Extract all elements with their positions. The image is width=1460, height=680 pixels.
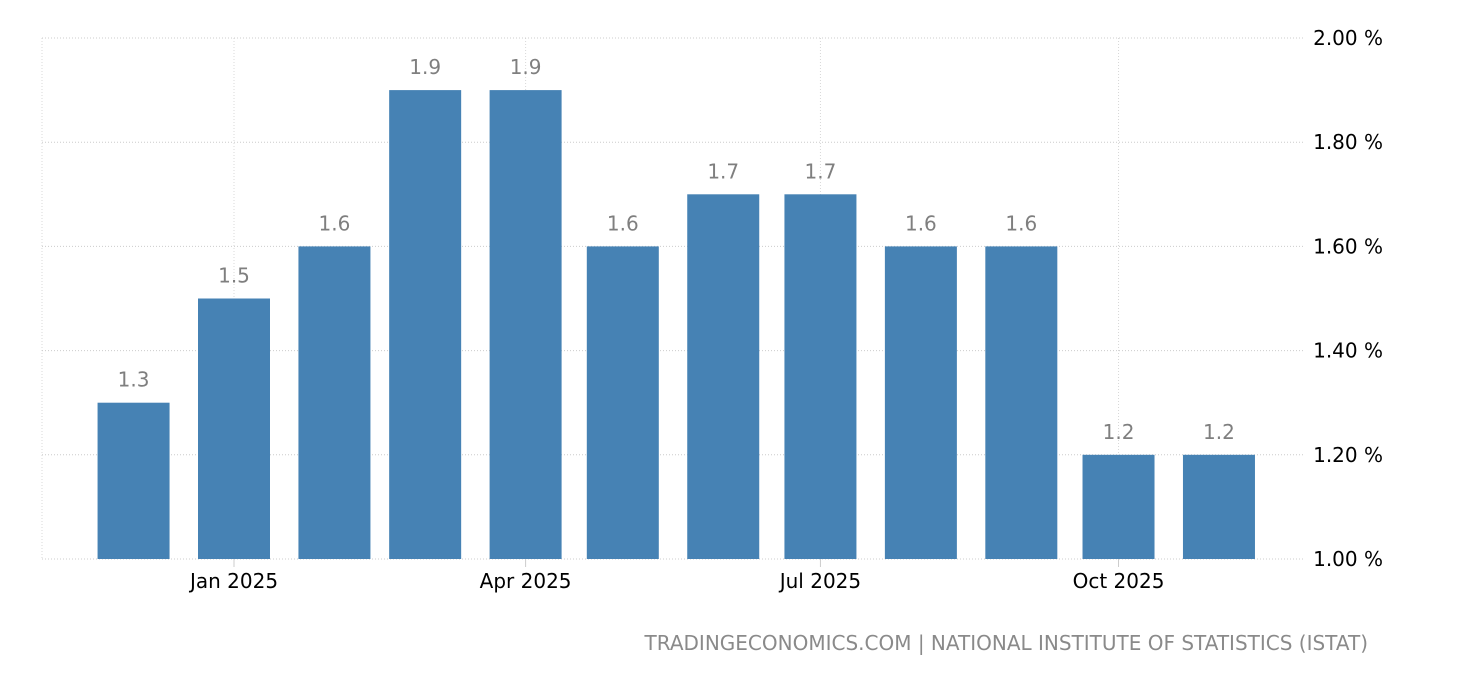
y-tick-label: 1.00 %: [1313, 547, 1383, 571]
bar: [884, 246, 957, 559]
data-label: 1.2: [1203, 420, 1235, 444]
bar: [586, 246, 659, 559]
bar: [687, 194, 760, 560]
y-tick-label: 1.80 %: [1313, 130, 1383, 154]
y-tick-label: 1.60 %: [1313, 234, 1383, 258]
y-tick-label: 2.00 %: [1313, 26, 1383, 50]
data-label: 1.6: [607, 211, 639, 235]
bar: [985, 246, 1058, 559]
bar: [198, 298, 270, 559]
data-label: 1.7: [707, 159, 739, 183]
y-tick-label: 1.20 %: [1313, 443, 1383, 467]
data-label: 1.2: [1103, 420, 1135, 444]
bar: [298, 246, 371, 559]
bar: [784, 194, 857, 560]
data-label: 1.9: [510, 55, 542, 79]
data-label: 1.6: [319, 211, 351, 235]
x-tick-label: Jan 2025: [188, 569, 278, 593]
data-label: 1.3: [118, 368, 150, 392]
source-credit: TRADINGECONOMICS.COM | NATIONAL INSTITUT…: [644, 631, 1368, 655]
bar: [489, 90, 562, 559]
x-tick-label: Oct 2025: [1073, 569, 1165, 593]
bar: [1082, 454, 1155, 559]
x-tick-label: Jul 2025: [778, 569, 861, 593]
data-label: 1.7: [805, 159, 837, 183]
data-label: 1.9: [409, 55, 441, 79]
x-tick-label: Apr 2025: [480, 569, 572, 593]
bar: [389, 90, 462, 559]
bar: [1182, 454, 1255, 559]
bar: [97, 402, 170, 559]
y-tick-label: 1.40 %: [1313, 339, 1383, 363]
data-label: 1.5: [218, 264, 250, 288]
data-label: 1.6: [905, 211, 937, 235]
data-label: 1.6: [1005, 211, 1037, 235]
